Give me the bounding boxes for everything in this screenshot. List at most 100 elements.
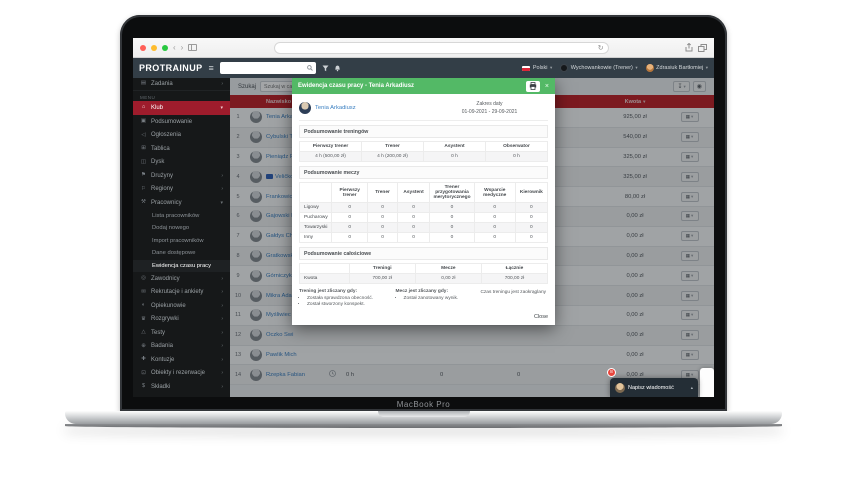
sidebar-item-dysk[interactable]: ◫ Dysk (133, 156, 230, 170)
row-actions-button[interactable]: ▦ ▾ (680, 151, 699, 162)
value-cell: 0,00 zł (414, 273, 482, 284)
row-actions-button[interactable]: ▦ ▾ (680, 250, 699, 261)
forward-icon[interactable]: › (180, 42, 184, 52)
bell-icon[interactable] (334, 65, 341, 72)
sidebar-item-obiekty[interactable]: ⊡ Obiekty i rezerwacje › (133, 367, 230, 381)
avatar (250, 309, 262, 322)
chat-minimized-tab[interactable] (700, 368, 714, 397)
header-search[interactable] (219, 62, 316, 74)
row-actions-button[interactable]: ▦ ▾ (680, 211, 699, 222)
player-name-link[interactable]: Cybulski Ta (266, 134, 296, 141)
row-actions-button[interactable]: ▦ ▾ (680, 132, 699, 143)
sidebar-item-skladki[interactable]: $ Składki › (133, 380, 230, 394)
player-name-link[interactable]: Myśliwiec S (266, 312, 297, 319)
sidebar-item-dodaj-nowego[interactable]: Dodaj nowego (152, 225, 190, 232)
sidebar-item-pracownicy[interactable]: ⚒ Pracownicy ▾ (133, 196, 230, 210)
sidebar-item-testy[interactable]: △ Testy › (133, 326, 230, 340)
player-name-link[interactable]: Pawlik Mich (266, 351, 297, 358)
player-name-link[interactable]: Górniczyk K (266, 272, 298, 279)
hamburger-menu-icon[interactable]: ≡ (208, 62, 214, 73)
sidebar-item-druzyny[interactable]: ⚑ Drużyny › (133, 169, 230, 183)
sidebar-item-podsumowanie[interactable]: ▣ Podsumowanie (133, 115, 230, 129)
sidebar-item-tablica[interactable]: ⊞ Tablica (133, 142, 230, 156)
window-zoom-button[interactable] (162, 44, 168, 51)
sidebar-item-ewidencja-czasu-pracy[interactable]: Ewidencja czasu pracy (133, 259, 230, 272)
close-button[interactable]: Close (533, 313, 548, 320)
sidebar-toggle-icon[interactable] (188, 44, 198, 51)
row-actions-button[interactable]: ▦ ▾ (680, 112, 699, 123)
value-cell: 4 h (200,00 zł) (361, 151, 424, 162)
player-name-link[interactable]: Gajowski M (266, 213, 296, 220)
language-selector[interactable]: Polski ▾ (522, 65, 552, 71)
share-icon[interactable] (685, 43, 693, 52)
row-actions-button[interactable]: ▦ ▾ (680, 290, 699, 301)
players-icon: ◎ (141, 275, 146, 281)
sidebar-item-zadania[interactable]: ▤ Zadania › (133, 78, 230, 91)
column-header: Wsparcie medyczne (473, 182, 516, 203)
chat-bar[interactable]: Napisz wiadomość ▴ (610, 378, 698, 397)
sidebar-item-rekrutacje[interactable]: ✉ Rekrutacje i ankiety › (133, 286, 230, 300)
row-actions-button[interactable]: ▦ ▾ (680, 349, 699, 360)
sidebar-item-dane-dostepowe[interactable]: Dane dostępowe (152, 250, 196, 257)
player-name-link[interactable]: Gratkowski (266, 252, 295, 259)
window-minimize-button[interactable] (151, 44, 157, 51)
app-logo[interactable]: PROTRAINUP (139, 63, 203, 73)
caret-down-icon: ▾ (643, 98, 646, 104)
date-range-label: Zakres daty (476, 101, 503, 107)
header-search-input[interactable] (222, 65, 307, 71)
close-icon[interactable]: × (544, 82, 549, 90)
sidebar-item-ogloszenia[interactable]: ◁ Ogłoszenia (133, 129, 230, 143)
reload-icon[interactable]: ↻ (597, 44, 604, 52)
sidebar-item-regiony[interactable]: ⚐ Regiony › (133, 183, 230, 197)
value-cell: 0 (514, 222, 549, 233)
row-actions-button[interactable]: ▦ ▾ (680, 330, 699, 341)
print-button[interactable] (525, 80, 540, 92)
filter-icon[interactable] (322, 65, 329, 72)
player-name-link[interactable]: Mikra Adam (266, 292, 297, 299)
laptop-base-edge (65, 424, 782, 428)
amount-cell: 0,00 zł (626, 292, 644, 299)
row-index: 5 (236, 193, 240, 200)
user-menu[interactable]: Zdrasiuk Bartłomiej ▾ (645, 64, 708, 72)
player-name-link[interactable]: Veličković A (275, 173, 306, 180)
sidebar-item-kontuzje[interactable]: ✚ Kontuzje › (133, 353, 230, 367)
player-name-link[interactable]: Rzepka Fabian (266, 371, 305, 378)
row-actions-button[interactable]: ▦ ▾ (680, 270, 699, 281)
sidebar-item-label: Zadania (151, 81, 173, 87)
collapse-icon[interactable]: ▴ (690, 384, 693, 390)
avatar (250, 170, 262, 183)
row-actions-button[interactable]: ▦ ▾ (680, 171, 699, 182)
player-name-link[interactable]: Gałdys Chr (266, 233, 295, 240)
row-actions-button[interactable]: ▦ ▾ (680, 310, 699, 321)
chevron-right-icon: › (221, 329, 223, 336)
player-name-link[interactable]: Tenia Arkadiusz (315, 105, 356, 111)
chat-widget[interactable]: 8 Napisz wiadomość ▴ (607, 368, 698, 397)
trainings-note-title: Trening jest zliczany gdy: (299, 289, 358, 294)
value-cell: 700,00 zł (348, 273, 416, 284)
sidebar-item-lista-pracownikow[interactable]: Lista pracowników (152, 212, 200, 219)
account-selector[interactable]: Wychowankowie (Trener) ▾ (560, 64, 638, 72)
sidebar-item-opiekunowie[interactable]: ◐ Opiekunowie › (133, 299, 230, 313)
column-visibility-button[interactable]: ◉ (692, 81, 706, 92)
sidebar-item-import-pracownikow[interactable]: Import pracowników (152, 237, 204, 244)
player-name-link[interactable]: Oczko Świ (266, 332, 294, 339)
tabs-icon[interactable] (698, 43, 707, 52)
sidebar-item-rozgrywki[interactable]: ♛ Rozgrywki › (133, 313, 230, 327)
header-kwota[interactable]: Kwota ▾ (624, 98, 646, 105)
back-icon[interactable]: ‹ (173, 42, 176, 52)
row-actions-button[interactable]: ▦ ▾ (680, 231, 699, 242)
window-close-button[interactable] (140, 44, 146, 51)
trainings-count-cell: 0 (440, 371, 444, 378)
sidebar-item-klub[interactable]: ⌂ Klub ▾ (133, 101, 230, 115)
sidebar-item-label: Klub (151, 105, 164, 111)
sidebar-item-badania[interactable]: ⊕ Badania › (133, 340, 230, 354)
player-name-link[interactable]: Pieniądz Pa (266, 153, 297, 160)
sidebar-item-zawodnicy[interactable]: ◎ Zawodnicy › (133, 272, 230, 286)
player-name-link[interactable]: Frankowicz (266, 193, 296, 200)
address-bar[interactable]: ↻ (273, 41, 609, 54)
grid-icon: ▦ (685, 292, 690, 298)
work-time-modal: Ewidencja czasu pracy - Tenia Arkadiusz … (292, 78, 555, 325)
player-name-link[interactable]: Tenia Arkadiusz (266, 114, 307, 121)
export-button[interactable]: ↧ ▾ (673, 81, 690, 92)
row-actions-button[interactable]: ▦ ▾ (680, 191, 699, 202)
